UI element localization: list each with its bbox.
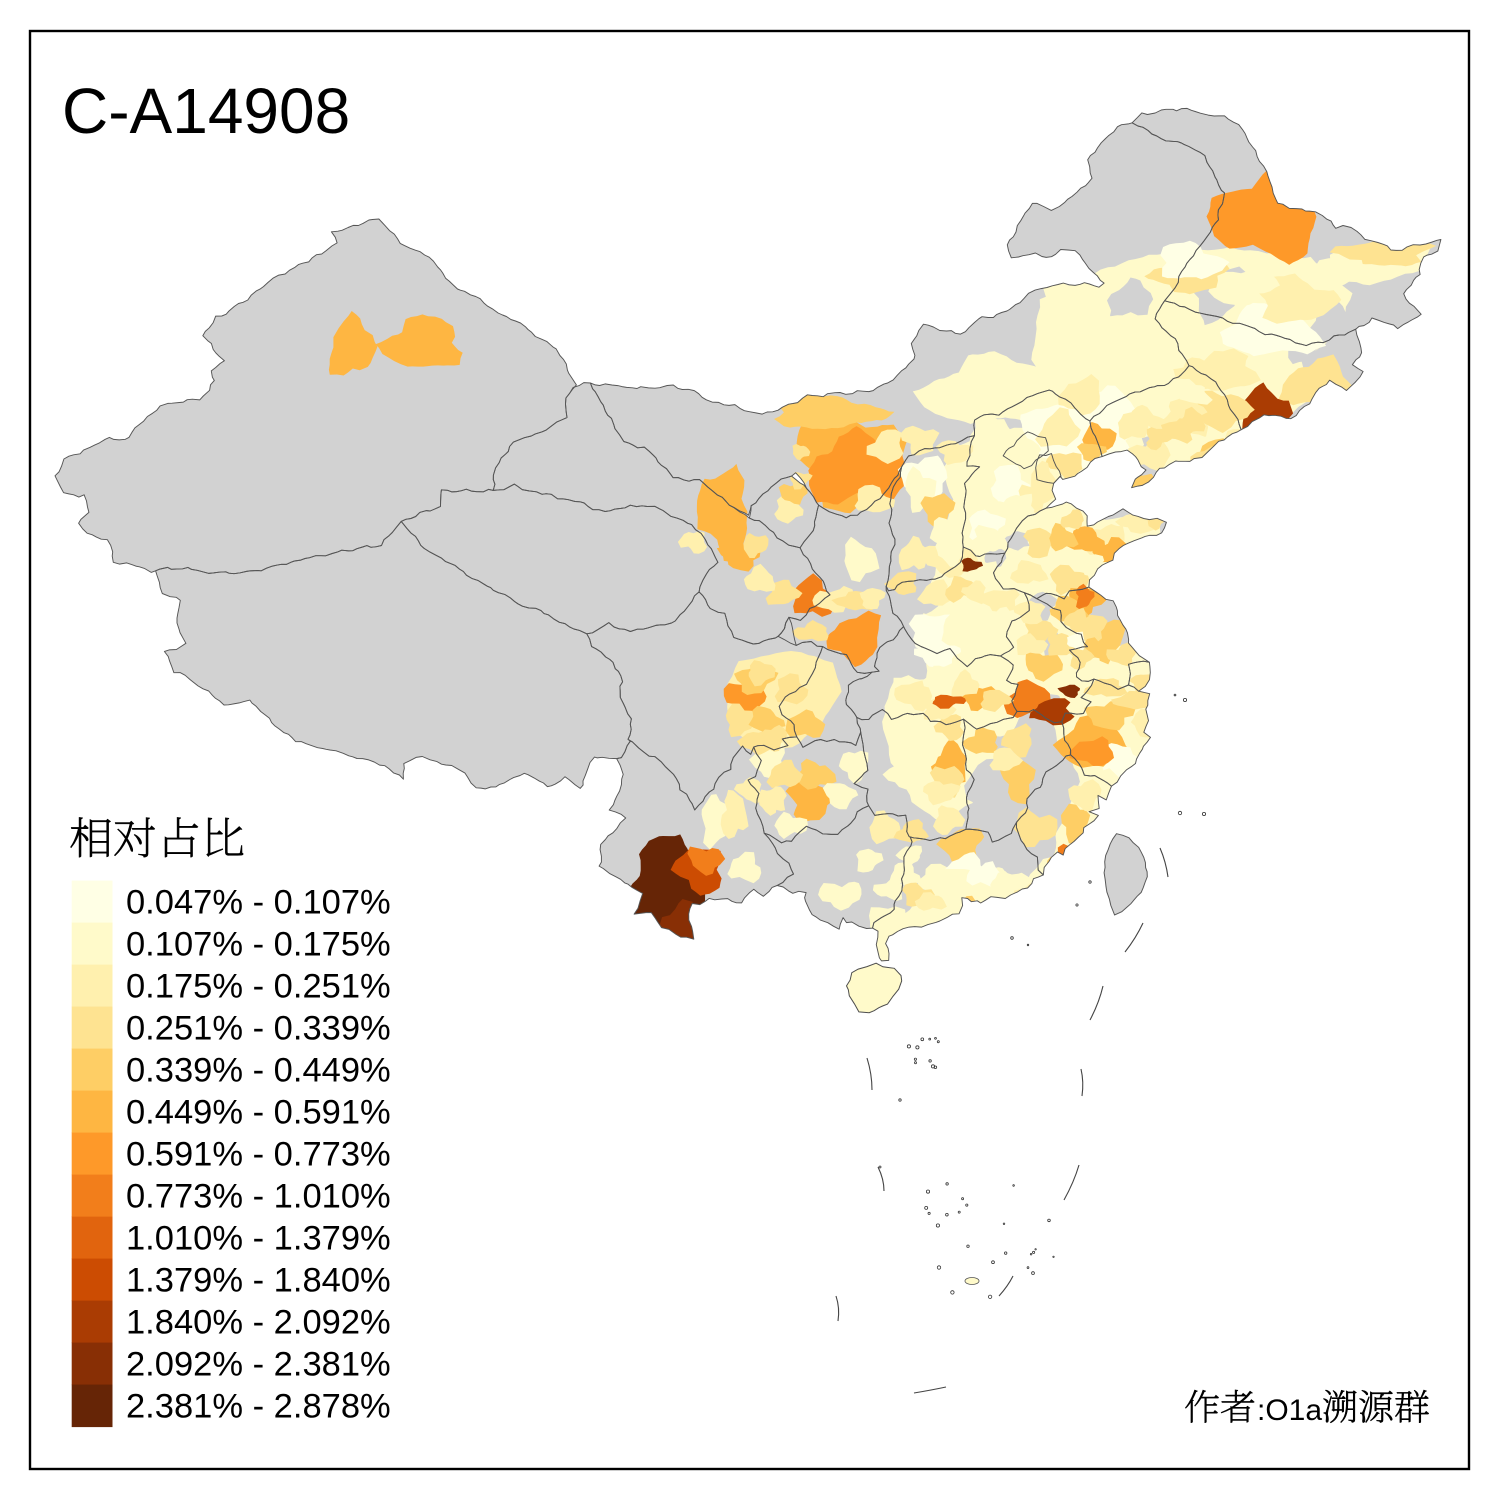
svg-text:C-A14908: C-A14908 xyxy=(62,75,350,147)
svg-text:0.107% - 0.175%: 0.107% - 0.175% xyxy=(126,926,391,964)
svg-text:1.010% - 1.379%: 1.010% - 1.379% xyxy=(126,1220,391,1258)
svg-text:1.840% - 2.092%: 1.840% - 2.092% xyxy=(126,1304,391,1342)
svg-text:0.175% - 0.251%: 0.175% - 0.251% xyxy=(126,968,391,1006)
svg-text:1.379% - 1.840%: 1.379% - 1.840% xyxy=(126,1262,391,1300)
svg-text:2.381% - 2.878%: 2.381% - 2.878% xyxy=(126,1388,391,1426)
svg-text:0.591% - 0.773%: 0.591% - 0.773% xyxy=(126,1136,391,1174)
svg-text:0.773% - 1.010%: 0.773% - 1.010% xyxy=(126,1178,391,1216)
svg-text:0.449% - 0.591%: 0.449% - 0.591% xyxy=(126,1094,391,1132)
svg-text:0.339% - 0.449%: 0.339% - 0.449% xyxy=(126,1052,391,1090)
svg-text:0.251% - 0.339%: 0.251% - 0.339% xyxy=(126,1010,391,1048)
svg-text:2.092% - 2.381%: 2.092% - 2.381% xyxy=(126,1346,391,1384)
svg-text:0.047% - 0.107%: 0.047% - 0.107% xyxy=(126,884,391,922)
svg-text::O1a: :O1a xyxy=(1257,1394,1322,1427)
